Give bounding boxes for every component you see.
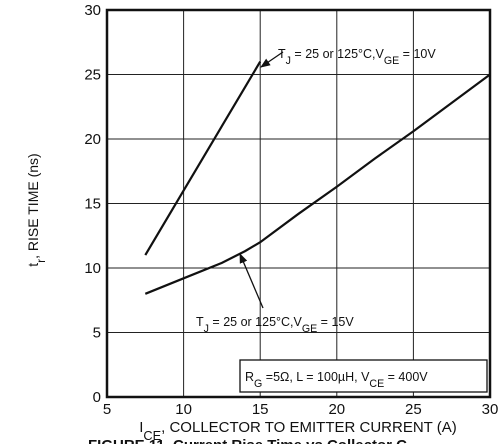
x-tick-label: 15 xyxy=(252,401,269,418)
series-label-part: = 15V xyxy=(317,315,354,329)
conditions-text-part: = 400V xyxy=(384,370,428,384)
series-label-part: = 10V xyxy=(399,47,436,61)
series-label-part: J xyxy=(204,323,209,335)
conditions-text-part: R xyxy=(245,370,254,384)
conditions-text-part: =5Ω, L = 100µH, V xyxy=(262,370,370,384)
y-axis-label-part: t xyxy=(25,263,41,267)
plot-frame xyxy=(105,8,492,399)
conditions-text: RG =5Ω, L = 100µH, VCE = 400V xyxy=(245,370,428,390)
series-label-part: GE xyxy=(384,55,399,67)
x-tick-label: 10 xyxy=(175,401,192,418)
x-axis-label-part: , COLLECTOR TO EMITTER CURRENT (A) xyxy=(161,419,457,436)
x-axis-label-part: I xyxy=(139,419,143,436)
series-line xyxy=(144,73,491,295)
conditions-text-part: CE xyxy=(369,378,384,390)
y-tick-label: 0 xyxy=(93,389,101,406)
x-axis-label-part: CE xyxy=(143,428,161,443)
conditions-box xyxy=(239,359,488,393)
x-tick-label: 5 xyxy=(103,401,111,418)
y-tick-label: 15 xyxy=(84,196,101,213)
conditions-text-part: G xyxy=(254,378,262,390)
y-axis-label-part: r xyxy=(34,259,48,263)
annotation-arrow xyxy=(239,253,264,309)
x-tick-label: 20 xyxy=(328,401,345,418)
annotation-arrow xyxy=(260,51,284,68)
series-label-part: J xyxy=(286,55,291,67)
series-label-part: = 25 or 125°C,V xyxy=(209,315,303,329)
series-label-part: = 25 or 125°C,V xyxy=(291,47,385,61)
y-tick-label: 25 xyxy=(84,67,101,84)
x-axis-label: ICE, COLLECTOR TO EMITTER CURRENT (A) xyxy=(139,419,456,443)
figure-caption: FIGURE 11. Current Rise Time vs Collecto… xyxy=(88,437,407,444)
y-axis-label: tr, RISE TIME (ns) xyxy=(25,153,48,266)
y-tick-label: 10 xyxy=(84,260,101,277)
series-label-part: GE xyxy=(302,323,317,335)
series-label-part: T xyxy=(278,47,286,61)
series-line xyxy=(144,61,262,256)
y-tick-label: 20 xyxy=(84,131,101,148)
series-label-part: T xyxy=(196,315,204,329)
series-label: TJ = 25 or 125°C,VGE = 15V xyxy=(196,315,354,335)
series-label: TJ = 25 or 125°C,VGE = 10V xyxy=(278,47,436,67)
x-tick-label: 30 xyxy=(482,401,499,418)
y-tick-label: 30 xyxy=(84,2,101,19)
x-tick-label: 25 xyxy=(405,401,422,418)
y-tick-label: 5 xyxy=(93,325,101,342)
y-axis-label-part: , RISE TIME (ns) xyxy=(25,153,41,259)
